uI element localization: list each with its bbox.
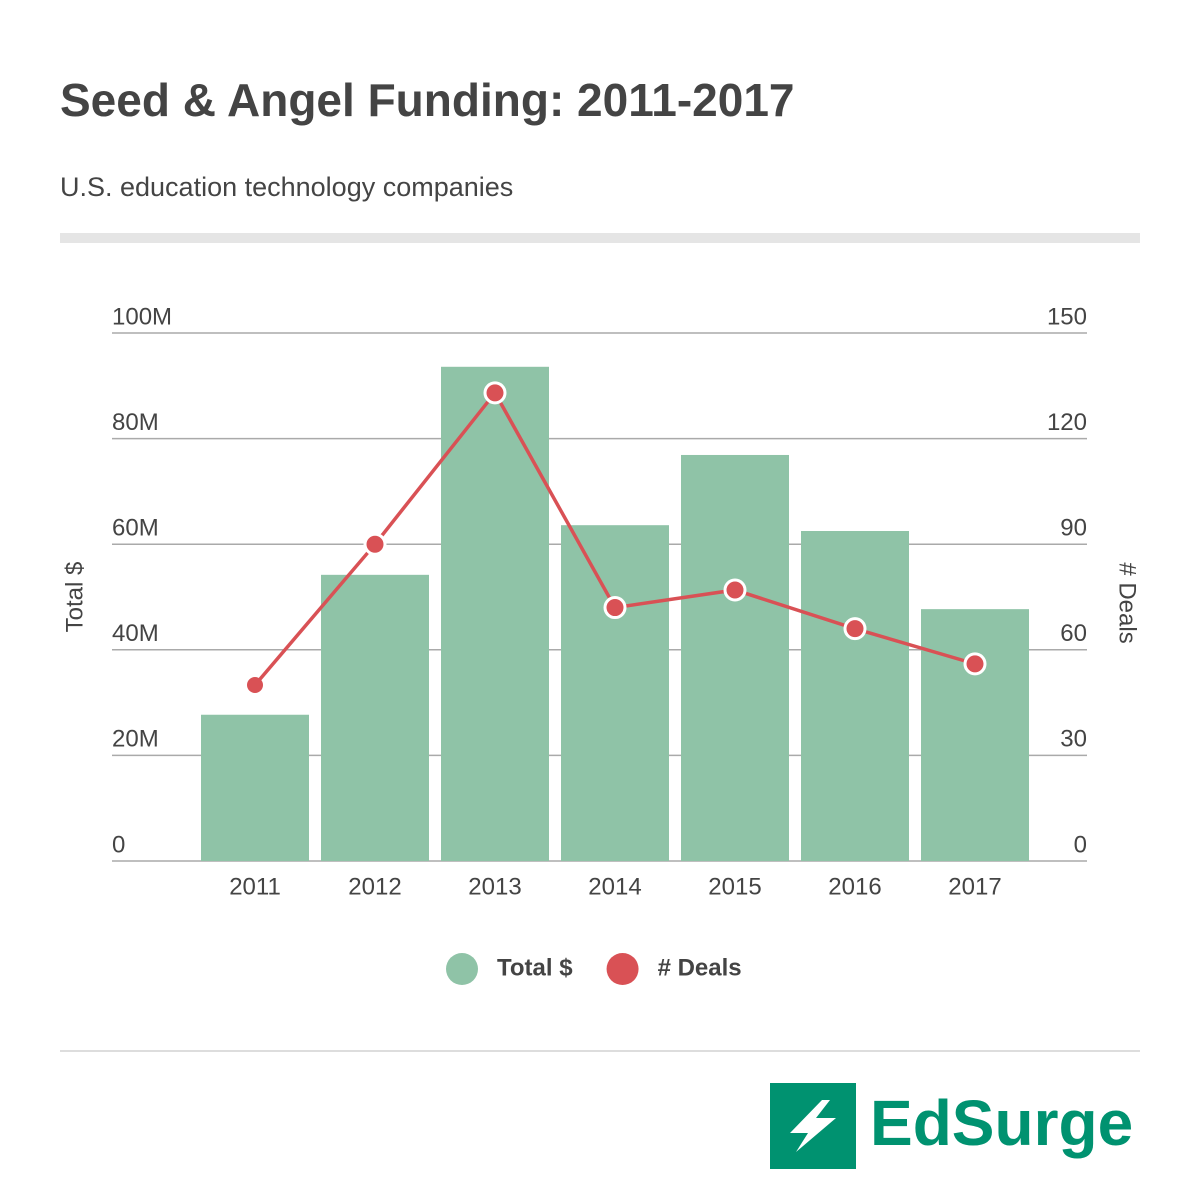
bar (801, 531, 909, 861)
legend-swatch (606, 953, 639, 985)
line-point (363, 532, 387, 556)
chart-subtitle: U.S. education technology companies (60, 172, 513, 202)
y2-tick-label: 0 (1074, 831, 1087, 858)
y2-tick-label: 90 (1060, 515, 1087, 542)
y2-tick-label: 30 (1060, 726, 1087, 753)
bar (201, 714, 309, 861)
bar (321, 574, 429, 861)
line-point (723, 578, 747, 602)
x-tick-label: 2017 (948, 873, 1001, 900)
line-point (843, 617, 867, 641)
logo-bolt (790, 1100, 836, 1152)
bar (921, 609, 1029, 861)
y-tick-label: 60M (112, 515, 159, 542)
logo: EdSurge (770, 1083, 1133, 1169)
y2-tick-label: 150 (1047, 303, 1087, 330)
y-tick-label: 20M (112, 726, 159, 753)
header-divider (60, 233, 1140, 243)
y-tick-label: 80M (112, 409, 159, 436)
line-point (483, 381, 507, 405)
y2-tick-label: 60 (1060, 620, 1087, 647)
chart-title: Seed & Angel Funding: 2011-2017 (60, 74, 795, 126)
legend-swatch (446, 953, 478, 985)
x-tick-label: 2015 (708, 873, 761, 900)
x-tick-label: 2014 (588, 873, 641, 900)
x-tick-label: 2012 (348, 873, 401, 900)
x-tick-label: 2013 (468, 873, 521, 900)
logo-text: EdSurge (870, 1087, 1133, 1159)
bar (561, 525, 669, 861)
bar (441, 366, 549, 861)
legend-label: Total $ (497, 954, 573, 981)
y-tick-label: 100M (112, 303, 172, 330)
legend-label: # Deals (658, 954, 742, 981)
bar (681, 454, 789, 861)
y2-axis-label: # Deals (1114, 562, 1141, 643)
y2-tick-label: 120 (1047, 409, 1087, 436)
line-point (247, 677, 263, 693)
line-point (603, 596, 627, 620)
y-tick-label: 0 (112, 831, 125, 858)
x-tick-label: 2011 (229, 873, 281, 900)
y-tick-label: 40M (112, 620, 159, 647)
line-point (963, 652, 987, 676)
x-tick-label: 2016 (828, 873, 881, 900)
y-axis-label: Total $ (61, 562, 88, 633)
